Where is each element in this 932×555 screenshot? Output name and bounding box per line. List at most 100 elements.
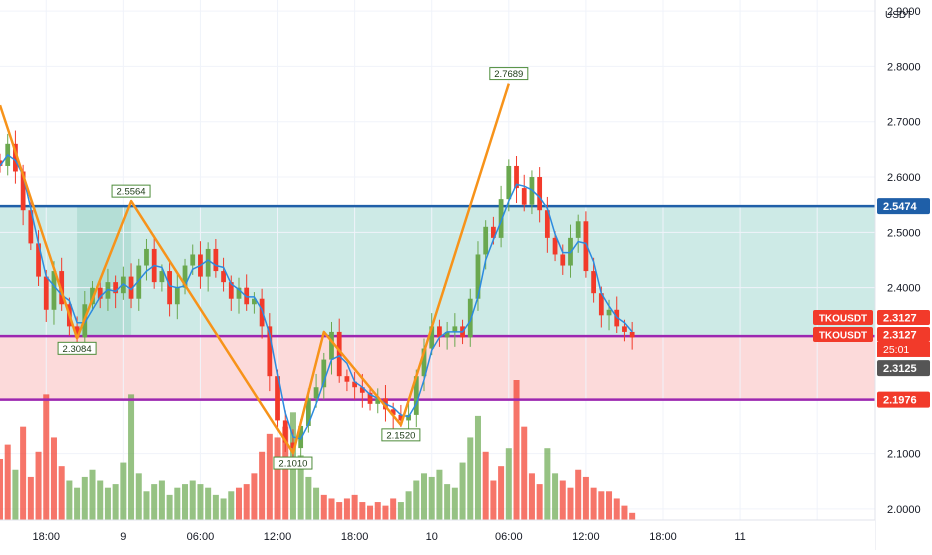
candle-body	[398, 414, 404, 421]
candle[interactable]	[252, 292, 257, 314]
volume-bar	[243, 484, 250, 520]
volume-bar	[251, 473, 258, 520]
price-badges: 2.5474 TKOUSDT 2.3127 TKOUSDT 2.3127 25:01 2.3…	[813, 198, 930, 408]
pivot-label-box	[273, 456, 313, 470]
time-tick-label: 10	[426, 531, 438, 543]
candle[interactable]	[228, 275, 234, 311]
time-axis[interactable]: 18:00 9 06:00 12:00 18:00 10 06:00 12:00 18:00 11	[0, 519, 875, 550]
time-tick-label: 11	[734, 531, 745, 543]
candle[interactable]	[429, 313, 435, 356]
volume-bar	[451, 487, 458, 520]
candle[interactable]	[452, 313, 458, 347]
volume-bar	[598, 491, 605, 520]
candle[interactable]	[167, 261, 172, 317]
price-tick-label: 2.7000	[887, 117, 921, 129]
volume-bar	[498, 466, 505, 520]
volume-bar	[66, 480, 73, 520]
candle-body	[329, 331, 334, 360]
candle[interactable]	[575, 214, 581, 253]
candle-body	[321, 359, 327, 388]
candle-body	[36, 243, 41, 277]
candle[interactable]	[259, 288, 265, 339]
volume-bar	[189, 480, 196, 520]
candle-body	[352, 381, 358, 388]
candle[interactable]	[128, 263, 134, 309]
candle-body	[591, 271, 597, 294]
candle-body	[598, 293, 604, 316]
candle[interactable]	[275, 369, 280, 428]
pivot-label-box	[381, 428, 421, 442]
volume-bar	[128, 394, 135, 520]
candle[interactable]	[421, 338, 427, 392]
candle[interactable]	[236, 277, 242, 314]
candle-body	[359, 387, 365, 393]
price-tag-bg	[877, 326, 930, 342]
volume-bar	[613, 498, 620, 520]
candle[interactable]	[43, 269, 49, 322]
volume-bar	[320, 494, 327, 520]
candle[interactable]	[344, 369, 350, 392]
candle[interactable]	[560, 244, 566, 275]
candle-body	[252, 298, 257, 305]
volume-bar	[367, 505, 374, 520]
volume-bar	[405, 491, 412, 520]
volume-bar	[212, 494, 219, 520]
candle[interactable]	[59, 257, 65, 311]
candle[interactable]	[221, 257, 226, 292]
candle[interactable]	[514, 156, 519, 204]
candle-body	[498, 199, 504, 238]
candle-body	[452, 326, 458, 332]
candle[interactable]	[144, 238, 149, 281]
price-tick-label: 2.8000	[887, 61, 921, 73]
candle-body	[521, 188, 527, 205]
volume-bar	[528, 473, 535, 520]
candle[interactable]	[352, 371, 358, 400]
candle[interactable]	[282, 410, 288, 452]
candle-body	[622, 326, 627, 332]
candle[interactable]	[444, 321, 450, 350]
candle-body	[344, 376, 350, 382]
pivot-label-text: 2.1520	[386, 430, 415, 441]
candle[interactable]	[467, 288, 473, 347]
candle-body	[267, 326, 273, 377]
volume-bar	[58, 466, 65, 520]
candle[interactable]	[174, 274, 180, 320]
volume-bar	[97, 480, 104, 520]
price-axis[interactable]: 2.9000 2.8000 2.7000 2.6000 2.5000 2.4000 2.10…	[874, 0, 932, 550]
volume-bar	[220, 498, 227, 520]
volume-bar	[313, 487, 320, 520]
candle-body	[159, 271, 165, 283]
symbol-price-badge: TKOUSDT 2.3127	[813, 309, 930, 325]
candle[interactable]	[36, 230, 41, 286]
current-level-bg	[877, 360, 930, 377]
candle[interactable]	[437, 319, 442, 347]
candle-body	[437, 326, 442, 338]
candle-body	[406, 414, 411, 421]
candle[interactable]	[552, 231, 558, 262]
candle[interactable]	[321, 352, 327, 400]
candle[interactable]	[367, 386, 373, 411]
candle[interactable]	[329, 321, 334, 375]
candle[interactable]	[521, 174, 527, 212]
candle[interactable]	[629, 321, 635, 350]
candle[interactable]	[13, 130, 18, 184]
candle[interactable]	[136, 258, 142, 311]
volume-bar	[436, 469, 443, 520]
candle[interactable]	[182, 258, 188, 295]
volume-bar	[0, 458, 4, 520]
candle[interactable]	[213, 238, 219, 278]
candle[interactable]	[537, 167, 543, 223]
candle[interactable]	[591, 257, 597, 303]
candle[interactable]	[375, 388, 381, 414]
countdown-bg	[877, 341, 930, 357]
volume-bar	[282, 426, 289, 520]
volume-bar	[459, 462, 466, 520]
candle[interactable]	[544, 196, 550, 253]
current-level-text: 2.3125	[883, 363, 917, 375]
candle[interactable]	[205, 242, 211, 292]
candle[interactable]	[498, 185, 504, 248]
candle-body	[390, 409, 396, 415]
candle[interactable]	[267, 313, 273, 392]
